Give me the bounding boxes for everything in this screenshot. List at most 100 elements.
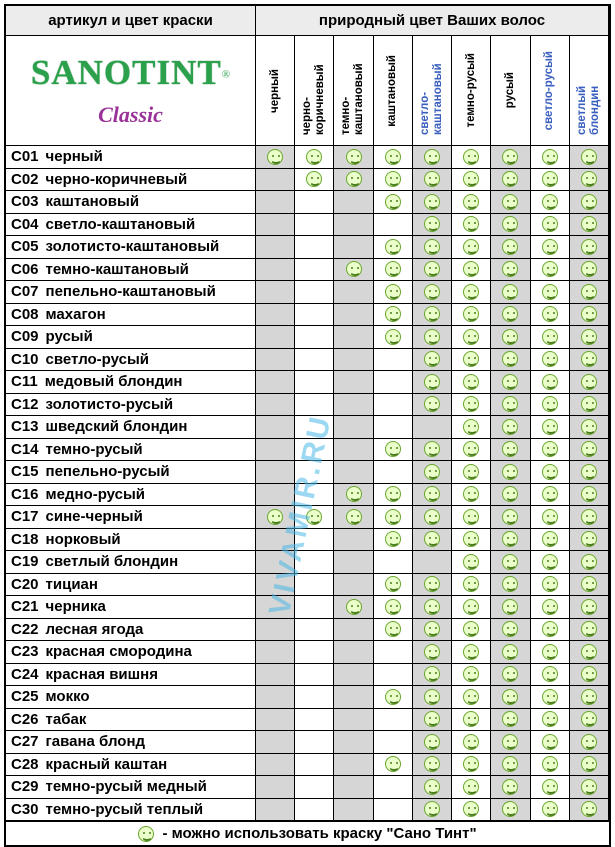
smiley-icon <box>502 778 519 795</box>
matrix-cell <box>491 168 531 191</box>
matrix-cell <box>452 146 492 169</box>
brand-name: SANOTINT <box>30 53 222 92</box>
smiley-icon <box>541 171 558 188</box>
matrix-cell <box>530 753 570 776</box>
matrix-cell <box>569 461 609 484</box>
matrix-cell <box>373 731 413 754</box>
row-code: C15 <box>11 463 39 481</box>
smiley-icon <box>541 643 558 660</box>
matrix-cell <box>295 168 335 191</box>
row-name: красная смородина <box>45 643 192 661</box>
smiley-icon <box>541 193 558 210</box>
column-header-label: светло-русый <box>543 50 556 131</box>
smiley-icon <box>502 643 519 660</box>
row-name: красный каштан <box>45 755 168 773</box>
smiley-icon <box>423 688 440 705</box>
matrix-cell <box>530 798 570 821</box>
row-label: C14 темно-русый <box>6 438 256 461</box>
matrix-cell <box>373 686 413 709</box>
matrix-cell <box>569 303 609 326</box>
matrix-cell <box>452 393 492 416</box>
row-code: C30 <box>11 800 39 818</box>
smiley-icon <box>463 306 480 323</box>
matrix-cell <box>530 461 570 484</box>
matrix-cell <box>373 258 413 281</box>
matrix-cell <box>452 551 492 574</box>
smiley-icon <box>541 418 558 435</box>
row-code: C17 <box>11 508 39 526</box>
matrix-cell <box>334 731 374 754</box>
smiley-icon <box>423 643 440 660</box>
row-code: C28 <box>11 755 39 773</box>
matrix-cell <box>452 483 492 506</box>
matrix-cell <box>334 528 374 551</box>
matrix-cell <box>530 618 570 641</box>
smiley-icon <box>502 688 519 705</box>
row-label: C18 норковый <box>6 528 256 551</box>
smiley-icon <box>502 283 519 300</box>
smiley-icon <box>463 396 480 413</box>
smiley-icon <box>463 531 480 548</box>
smiley-icon <box>384 756 401 773</box>
smiley-icon <box>580 418 597 435</box>
matrix-cell <box>334 663 374 686</box>
brand-product-line: Classic <box>98 102 163 127</box>
matrix-cell <box>412 798 453 821</box>
smiley-icon <box>345 261 362 278</box>
smiley-icon <box>423 351 440 368</box>
smiley-icon <box>384 328 401 345</box>
matrix-cell <box>373 326 413 349</box>
matrix-cell <box>452 641 492 664</box>
smiley-icon <box>580 171 597 188</box>
row-label: C30 темно-русый теплый <box>6 798 256 821</box>
row-code: C20 <box>11 575 39 593</box>
smiley-icon <box>384 261 401 278</box>
matrix-cell <box>452 371 492 394</box>
matrix-cell <box>530 483 570 506</box>
smiley-icon <box>384 238 401 255</box>
row-code: C14 <box>11 440 39 458</box>
matrix-cell <box>295 753 335 776</box>
matrix-cell <box>452 731 492 754</box>
row-label: C27 гавана блонд <box>6 731 256 754</box>
smiley-icon <box>541 373 558 390</box>
matrix-cell <box>256 596 296 619</box>
row-code: C27 <box>11 733 39 751</box>
matrix-cell <box>452 461 492 484</box>
smiley-icon <box>541 328 558 345</box>
row-name: темно-русый <box>45 440 143 458</box>
matrix-cell <box>373 303 413 326</box>
smiley-icon <box>267 148 284 165</box>
smiley-icon <box>541 148 558 165</box>
row-name: каштановый <box>45 193 140 211</box>
matrix-cell <box>334 146 374 169</box>
matrix-cell <box>256 483 296 506</box>
smiley-icon <box>502 193 519 210</box>
matrix-cell <box>334 281 374 304</box>
matrix-cell <box>569 663 609 686</box>
matrix-cell <box>256 348 296 371</box>
row-label: C12 золотисто-русый <box>6 393 256 416</box>
smiley-icon <box>463 441 480 458</box>
matrix-cell <box>569 573 609 596</box>
smiley-icon <box>502 351 519 368</box>
matrix-cell <box>256 708 296 731</box>
smiley-icon <box>502 171 519 188</box>
row-label: C10 светло-русый <box>6 348 256 371</box>
matrix-cell <box>569 528 609 551</box>
matrix-cell <box>295 596 335 619</box>
column-header-label: темно-каштановый <box>340 62 366 135</box>
row-code: C01 <box>11 148 39 166</box>
row-code: C21 <box>11 598 39 616</box>
matrix-cell <box>412 483 453 506</box>
matrix-cell <box>530 168 570 191</box>
smiley-icon <box>541 711 558 728</box>
row-name: сине-черный <box>45 508 143 526</box>
matrix-cell <box>491 506 531 529</box>
matrix-cell <box>295 146 335 169</box>
smiley-icon <box>423 193 440 210</box>
matrix-cell <box>491 753 531 776</box>
matrix-cell <box>491 213 531 236</box>
matrix-cell <box>491 146 531 169</box>
matrix-cell <box>412 213 453 236</box>
